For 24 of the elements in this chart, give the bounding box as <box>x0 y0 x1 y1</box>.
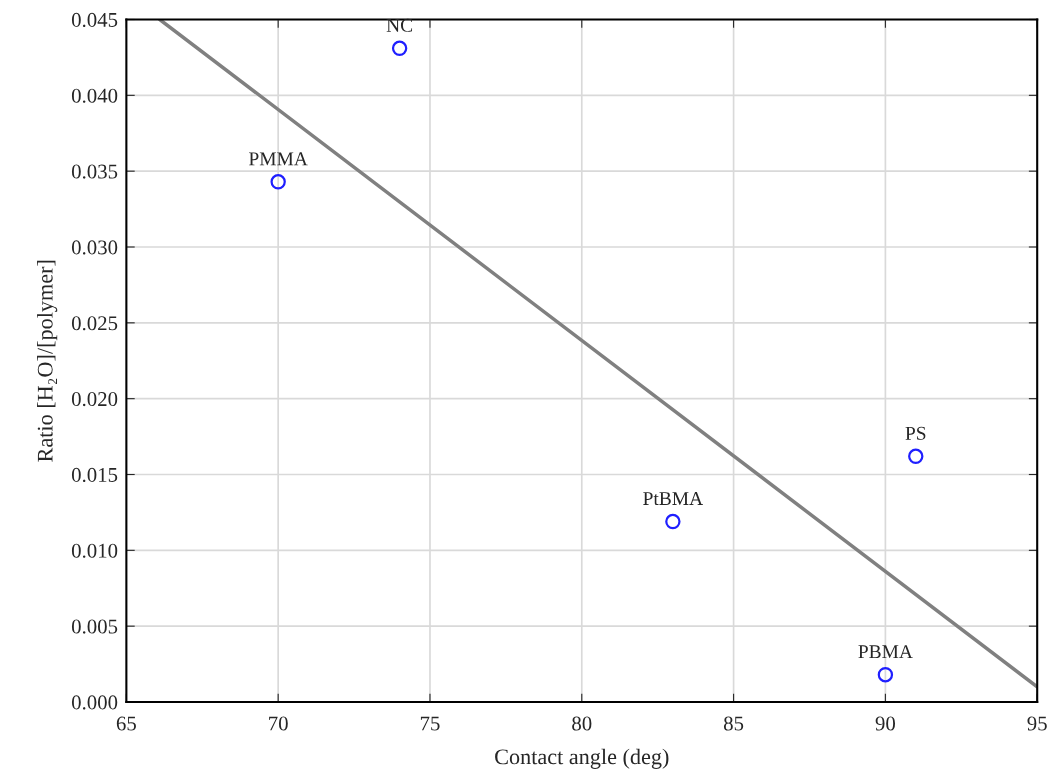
x-tick-label: 65 <box>116 716 136 731</box>
y-tick-label: 0.040 <box>71 88 118 103</box>
x-tick-label: 95 <box>1027 716 1047 731</box>
y-tick-label: 0.000 <box>71 695 118 710</box>
annotation: PBMA <box>858 645 913 659</box>
y-tick-label: 0.005 <box>71 619 118 634</box>
y-tick-label: 0.035 <box>71 164 118 179</box>
y-tick-label: 0.045 <box>71 12 118 28</box>
y-tick-label: 0.025 <box>71 316 118 331</box>
x-axis-title: Contact angle (deg) <box>495 748 669 769</box>
x-tick-label: 80 <box>572 716 592 731</box>
y-axis-title: Ratio [H₂O]/[polymer] <box>37 260 58 462</box>
annotation: NC <box>386 18 413 32</box>
x-tick-label: 75 <box>420 716 440 731</box>
y-tick-label: 0.020 <box>71 392 118 407</box>
x-tick-label: 90 <box>875 716 896 731</box>
y-tick-label: 0.030 <box>71 240 118 255</box>
annotation: PtBMA <box>643 492 703 506</box>
y-tick-label: 0.015 <box>71 467 118 483</box>
x-tick-label: 70 <box>269 716 288 731</box>
x-tick-label: 85 <box>723 716 744 731</box>
annotation: PS <box>905 426 926 440</box>
annotation: PMMA <box>249 152 308 166</box>
y-tick-label: 0.010 <box>71 543 118 558</box>
